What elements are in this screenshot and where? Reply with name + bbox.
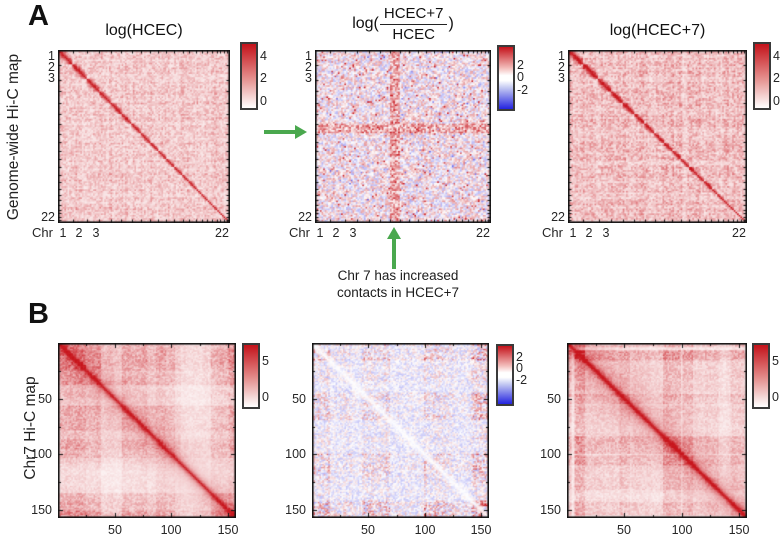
a1-cbtick-0: 0 xyxy=(260,94,267,108)
b2-xtick-150: 150 xyxy=(470,523,492,537)
a1-colorbar xyxy=(240,42,258,110)
a1-xtick-2: 2 xyxy=(75,226,83,240)
hicmap-a1-heatmap xyxy=(58,50,230,223)
hicmap-a3-heatmap xyxy=(568,50,747,223)
b3-ytick-150: 150 xyxy=(540,503,561,517)
a1-xtick-22: 22 xyxy=(215,226,229,240)
b2-cbtick-m2: -2 xyxy=(516,373,528,387)
a2-ytick-2: 2 xyxy=(305,60,312,74)
a1-ytick-2: 2 xyxy=(48,60,55,74)
b1-ytick-50: 50 xyxy=(38,392,52,406)
b3-xtick-100: 100 xyxy=(671,523,693,537)
b2-xtick-100: 100 xyxy=(414,523,436,537)
a3-ytick-2: 2 xyxy=(558,60,565,74)
a1-xtick-1: 1 xyxy=(59,226,67,240)
b3-ytick-50: 50 xyxy=(547,392,561,406)
a1-cbtick-4: 4 xyxy=(260,49,267,63)
a2-colorbar xyxy=(497,45,515,111)
b2-ytick-50: 50 xyxy=(292,392,306,406)
b2-colorbar xyxy=(496,344,514,406)
arrow-up-icon xyxy=(387,227,401,269)
panel-a-label: A xyxy=(28,0,49,32)
a2-title-suffix: ) xyxy=(448,15,454,32)
hicmap-a3-title: log(HCEC+7) xyxy=(609,22,706,39)
a3-ytick-1: 1 xyxy=(558,49,565,63)
hicmap-a2-title: log( HCEC+7 HCEC ) xyxy=(315,2,491,46)
hicmap-a1-title: log(HCEC) xyxy=(105,22,183,39)
a3-xtick-2: 2 xyxy=(585,226,593,240)
chr7-annotation-line2: contacts in HCEC+7 xyxy=(337,285,459,300)
b1-xtick-150: 150 xyxy=(217,523,239,537)
a3-cbtick-0: 0 xyxy=(773,94,780,108)
hicmap-b1-heatmap xyxy=(58,343,236,518)
a3-xtick-22: 22 xyxy=(732,226,746,240)
a2-xtick-3: 3 xyxy=(349,226,357,240)
b3-cbtick-5: 5 xyxy=(772,354,779,368)
b1-ytick-100: 100 xyxy=(31,447,52,461)
hicmap-b2-heatmap xyxy=(312,343,489,518)
a3-xtick-1: 1 xyxy=(569,226,577,240)
a2-title-prefix: log( xyxy=(352,15,379,32)
a2-ytick-1: 1 xyxy=(305,49,312,63)
b2-cbtick-2: 2 xyxy=(516,350,523,364)
a1-xtick-3: 3 xyxy=(92,226,100,240)
a2-xtick-2: 2 xyxy=(332,226,340,240)
b1-xtick-50: 50 xyxy=(108,523,122,537)
a2-title-denominator: HCEC xyxy=(392,25,435,43)
a2-cbtick-0: 0 xyxy=(517,70,524,84)
a3-ytick-22: 22 xyxy=(551,210,565,224)
a3-cbtick-2: 2 xyxy=(773,71,780,85)
a2-ytick-22: 22 xyxy=(298,210,312,224)
arrow-right-icon xyxy=(264,125,307,139)
a3-xaxis-chr: Chr xyxy=(542,225,563,240)
a2-title-fraction: HCEC+7 HCEC xyxy=(379,5,448,43)
b3-xtick-50: 50 xyxy=(617,523,631,537)
a3-ytick-3: 3 xyxy=(558,71,565,85)
b1-ytick-150: 150 xyxy=(31,503,52,517)
b2-ytick-100: 100 xyxy=(285,447,306,461)
hicmap-a2-heatmap xyxy=(315,50,491,223)
a1-xaxis-chr: Chr xyxy=(32,225,53,240)
panel-b-label: B xyxy=(28,298,49,330)
b2-ytick-150: 150 xyxy=(285,503,306,517)
b1-cbtick-5: 5 xyxy=(262,354,269,368)
a3-colorbar xyxy=(753,42,771,110)
a1-ytick-1: 1 xyxy=(48,49,55,63)
b1-colorbar xyxy=(242,343,260,409)
a2-ytick-3: 3 xyxy=(305,71,312,85)
b3-ytick-100: 100 xyxy=(540,447,561,461)
a2-xaxis-chr: Chr xyxy=(289,225,310,240)
b3-cbtick-0: 0 xyxy=(772,390,779,404)
a2-cbtick-2: 2 xyxy=(517,58,524,72)
a1-ytick-22: 22 xyxy=(41,210,55,224)
a2-title-numerator: HCEC+7 xyxy=(379,5,448,25)
a2-cbtick-m2: -2 xyxy=(517,83,529,97)
b3-colorbar xyxy=(752,343,770,409)
panel-a-row-label: Genome-wide Hi-C map xyxy=(5,53,22,221)
hicmap-b3-heatmap xyxy=(567,343,747,518)
b3-xtick-150: 150 xyxy=(728,523,750,537)
a3-cbtick-4: 4 xyxy=(773,49,780,63)
b2-cbtick-0: 0 xyxy=(516,361,523,375)
b1-cbtick-0: 0 xyxy=(262,390,269,404)
b2-xtick-50: 50 xyxy=(361,523,375,537)
a1-cbtick-2: 2 xyxy=(260,71,267,85)
a2-xtick-1: 1 xyxy=(316,226,324,240)
b1-xtick-100: 100 xyxy=(160,523,182,537)
a3-xtick-3: 3 xyxy=(602,226,610,240)
a2-xtick-22: 22 xyxy=(476,226,490,240)
chr7-annotation-line1: Chr 7 has increased xyxy=(337,268,459,283)
a1-ytick-3: 3 xyxy=(48,71,55,85)
